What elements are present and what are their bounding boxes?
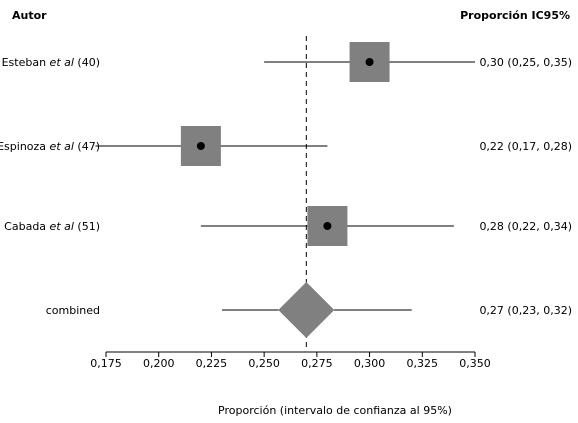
header-author: Autor	[12, 9, 47, 22]
point-estimate	[323, 222, 332, 230]
x-tick-label: 0,175	[90, 357, 122, 370]
ci-value: 0,22 (0,17, 0,28)	[479, 140, 572, 153]
point-estimate	[365, 58, 374, 66]
x-tick-label: 0,225	[196, 357, 228, 370]
x-tick-label: 0,300	[354, 357, 386, 370]
x-tick-label: 0,250	[248, 357, 280, 370]
ci-value: 0,30 (0,25, 0,35)	[479, 56, 572, 69]
study-ref: (47)	[74, 140, 100, 153]
study-ref: (51)	[74, 220, 100, 233]
study-suffix: et al	[50, 56, 74, 69]
x-tick-label: 0,350	[459, 357, 491, 370]
plot-area: Esteban et al (40) 0,30 (0,25, 0,35) Espin…	[0, 36, 572, 370]
combined-label: combined	[46, 304, 100, 317]
combined-ci-value: 0,27 (0,23, 0,32)	[479, 304, 572, 317]
study-label: Cabada et al (51)	[4, 220, 100, 233]
study-name: Esteban	[2, 56, 50, 69]
header-proportion-ci: Proporción IC95%	[460, 9, 570, 22]
study-name: Espinoza	[0, 140, 50, 153]
x-tick-label: 0,325	[407, 357, 439, 370]
study-suffix: et al	[50, 140, 74, 153]
study-suffix: et al	[50, 220, 74, 233]
x-tick-label: 0,200	[143, 357, 175, 370]
study-label: Espinoza et al (47)	[0, 140, 100, 153]
x-axis-label: Proporción (intervalo de confianza al 95…	[218, 404, 452, 417]
study-ref: (40)	[74, 56, 100, 69]
ci-value: 0,28 (0,22, 0,34)	[479, 220, 572, 233]
combined-diamond	[278, 282, 335, 338]
study-name: Cabada	[4, 220, 49, 233]
point-estimate	[196, 142, 205, 150]
x-tick-label: 0,275	[301, 357, 333, 370]
study-label: Esteban et al (40)	[2, 56, 100, 69]
